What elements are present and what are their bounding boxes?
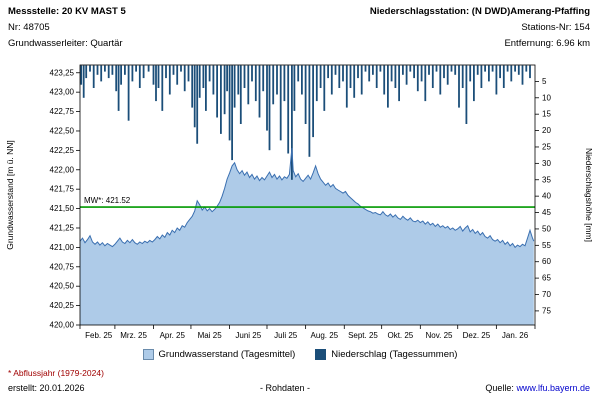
mean-label-bg (82, 195, 138, 206)
precipitation-swatch-icon (315, 349, 327, 360)
header-right: Niederschlagsstation: (N DWD)Amerang-Pfa… (370, 4, 590, 52)
svg-text:Dez. 25: Dez. 25 (463, 331, 491, 340)
discharge-year-note: * Abflussjahr (1979-2024) (8, 368, 104, 378)
svg-text:Apr. 25: Apr. 25 (160, 331, 186, 340)
precip-station-number: Stations-Nr: 154 (521, 22, 590, 33)
left-axis-title: Grundwasserstand [m ü. NN] (5, 140, 15, 250)
footer-row: erstellt: 20.01.2026 - Rohdaten - Quelle… (8, 383, 590, 393)
svg-text:422,50: 422,50 (50, 126, 75, 135)
plot-border (79, 64, 536, 326)
precip-station-title: Niederschlagsstation: (N DWD)Amerang-Pfa… (369, 6, 590, 17)
aquifer-label: Grundwasserleiter: Quartär (8, 38, 123, 49)
legend-item-precipitation: Niederschlag (Tagessummen) (315, 349, 457, 360)
created-date: erstellt: 20.01.2026 (8, 383, 85, 393)
svg-text:Mrz. 25: Mrz. 25 (120, 331, 147, 340)
mean-label: MW*: 421.52 (84, 196, 131, 205)
svg-text:75: 75 (542, 306, 551, 315)
svg-text:20: 20 (542, 126, 551, 135)
svg-text:422,00: 422,00 (50, 165, 75, 174)
svg-text:423,25: 423,25 (50, 68, 75, 77)
svg-text:45: 45 (542, 208, 551, 217)
station-number: Nr: 48705 (8, 22, 50, 33)
svg-text:Mai 25: Mai 25 (198, 331, 223, 340)
svg-text:Feb. 25: Feb. 25 (85, 331, 113, 340)
svg-text:422,75: 422,75 (50, 107, 75, 116)
svg-text:421,00: 421,00 (50, 243, 75, 252)
groundwater-line (79, 147, 535, 249)
svg-text:15: 15 (542, 110, 551, 119)
svg-text:422,25: 422,25 (50, 146, 75, 155)
groundwater-swatch-icon (142, 349, 154, 360)
svg-text:40: 40 (542, 192, 551, 201)
legend-label-precipitation: Niederschlag (Tagessummen) (331, 349, 458, 360)
groundwater-area (80, 148, 534, 325)
svg-text:25: 25 (542, 142, 551, 151)
source-link[interactable]: www.lfu.bayern.de (516, 383, 590, 393)
svg-text:421,25: 421,25 (50, 223, 75, 232)
svg-text:421,50: 421,50 (50, 204, 75, 213)
svg-text:Jan. 26: Jan. 26 (502, 331, 529, 340)
svg-text:30: 30 (542, 159, 551, 168)
legend-label-groundwater: Grundwasserstand (Tagesmittel) (158, 349, 296, 360)
svg-text:Sept. 25: Sept. 25 (348, 331, 378, 340)
svg-text:50: 50 (542, 224, 551, 233)
svg-text:70: 70 (542, 290, 551, 299)
right-axis-title: Niederschlagshöhe [mm] (584, 148, 594, 242)
measuring-station-title: Messstelle: 20 KV MAST 5 (8, 6, 126, 17)
precipitation-bars (80, 65, 531, 180)
svg-text:420,00: 420,00 (50, 321, 75, 330)
header-left: Messstelle: 20 KV MAST 5 Nr: 48705 Grund… (8, 4, 126, 52)
svg-text:Juni 25: Juni 25 (235, 331, 261, 340)
svg-text:421,75: 421,75 (50, 185, 75, 194)
svg-text:420,75: 420,75 (50, 262, 75, 271)
svg-text:60: 60 (542, 257, 551, 266)
svg-text:Juli 25: Juli 25 (274, 331, 298, 340)
svg-text:Nov. 25: Nov. 25 (426, 331, 454, 340)
legend: Grundwasserstand (Tagesmittel) Niedersch… (0, 349, 600, 360)
svg-text:420,50: 420,50 (50, 282, 75, 291)
svg-text:423,00: 423,00 (50, 88, 75, 97)
svg-text:Aug. 25: Aug. 25 (311, 331, 339, 340)
distance-label: Entfernung: 6.96 km (504, 38, 590, 49)
legend-item-groundwater: Grundwasserstand (Tagesmittel) (142, 349, 296, 360)
source-label: Quelle: (485, 383, 517, 393)
source: Quelle: www.lfu.bayern.de (485, 383, 590, 393)
svg-text:65: 65 (542, 274, 551, 283)
svg-text:35: 35 (542, 175, 551, 184)
svg-text:420,25: 420,25 (50, 301, 75, 310)
raw-data-label: - Rohdaten - (259, 383, 310, 393)
svg-text:55: 55 (542, 241, 551, 250)
svg-text:10: 10 (542, 93, 551, 102)
svg-text:5: 5 (542, 77, 547, 86)
svg-text:Okt. 25: Okt. 25 (387, 331, 413, 340)
